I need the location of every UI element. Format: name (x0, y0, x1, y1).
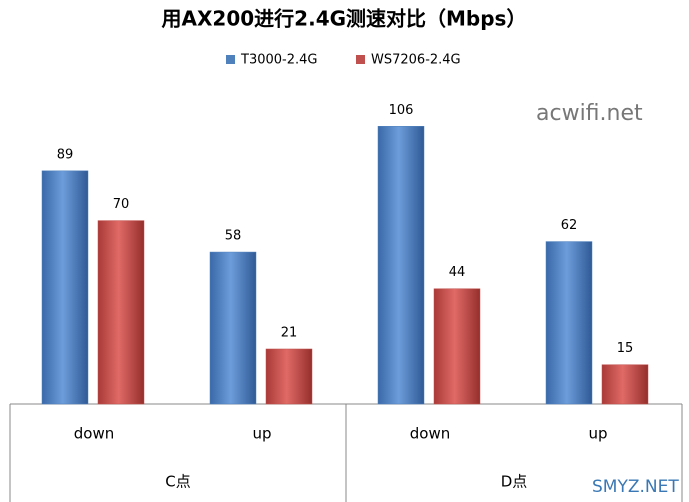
legend-label: T3000-2.4G (240, 53, 317, 68)
legend-label: WS7206-2.4G (371, 53, 461, 68)
bar (97, 220, 145, 405)
bar (601, 364, 649, 405)
watermark: SMYZ.NET (592, 477, 679, 497)
legend-swatch (226, 55, 235, 64)
chart-title: 用AX200进行2.4G测速对比（Mbps） (162, 7, 527, 31)
data-label: 58 (225, 229, 242, 244)
bar (41, 170, 89, 405)
data-label: 70 (113, 197, 130, 212)
bar (433, 288, 481, 405)
x-tick-label: down (74, 425, 114, 443)
group-label: D点 (501, 473, 528, 491)
x-tick-label: up (588, 425, 607, 443)
legend-swatch (356, 55, 365, 64)
group-label: C点 (165, 473, 190, 491)
x-tick-label: up (252, 425, 271, 443)
bar (209, 251, 257, 405)
bar (377, 126, 425, 405)
watermark: acwifi.net (536, 101, 643, 126)
data-label: 106 (389, 103, 414, 118)
data-label: 44 (449, 265, 466, 280)
x-tick-label: down (410, 425, 450, 443)
bar (545, 241, 593, 405)
bar (265, 348, 313, 405)
data-label: 89 (57, 147, 74, 162)
data-label: 15 (617, 341, 634, 356)
data-label: 62 (561, 218, 578, 233)
data-label: 21 (281, 325, 298, 340)
